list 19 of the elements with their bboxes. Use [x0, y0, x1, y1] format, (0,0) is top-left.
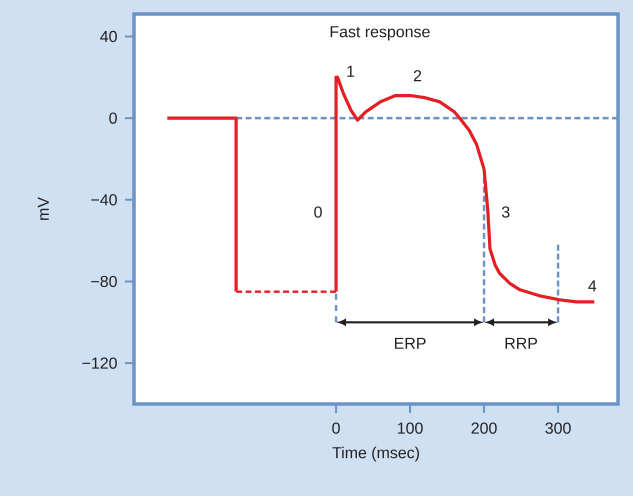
annotation: 4 [588, 280, 596, 292]
annotation: 3 [502, 206, 510, 218]
y-tick-label: −40 [91, 194, 117, 206]
annotation: 2 [414, 70, 422, 82]
y-axis-title: mV [38, 197, 49, 220]
annotation: ERP [394, 338, 426, 349]
x-axis-title: Time (msec) [332, 446, 419, 462]
x-tick-label: 200 [472, 422, 497, 434]
y-tick-label: 40 [100, 30, 117, 42]
annotation: RRP [506, 338, 538, 349]
y-tick-label: −80 [91, 276, 117, 288]
x-tick-label: 300 [545, 422, 571, 434]
x-tick-label: 0 [332, 422, 340, 434]
x-tick-label: 100 [398, 422, 423, 434]
text: Fast response [330, 26, 430, 40]
y-tick-label: −120 [82, 358, 117, 369]
annotation: 0 [314, 206, 322, 218]
y-tick-label: 0 [109, 112, 117, 124]
annotation: 1 [347, 66, 354, 77]
